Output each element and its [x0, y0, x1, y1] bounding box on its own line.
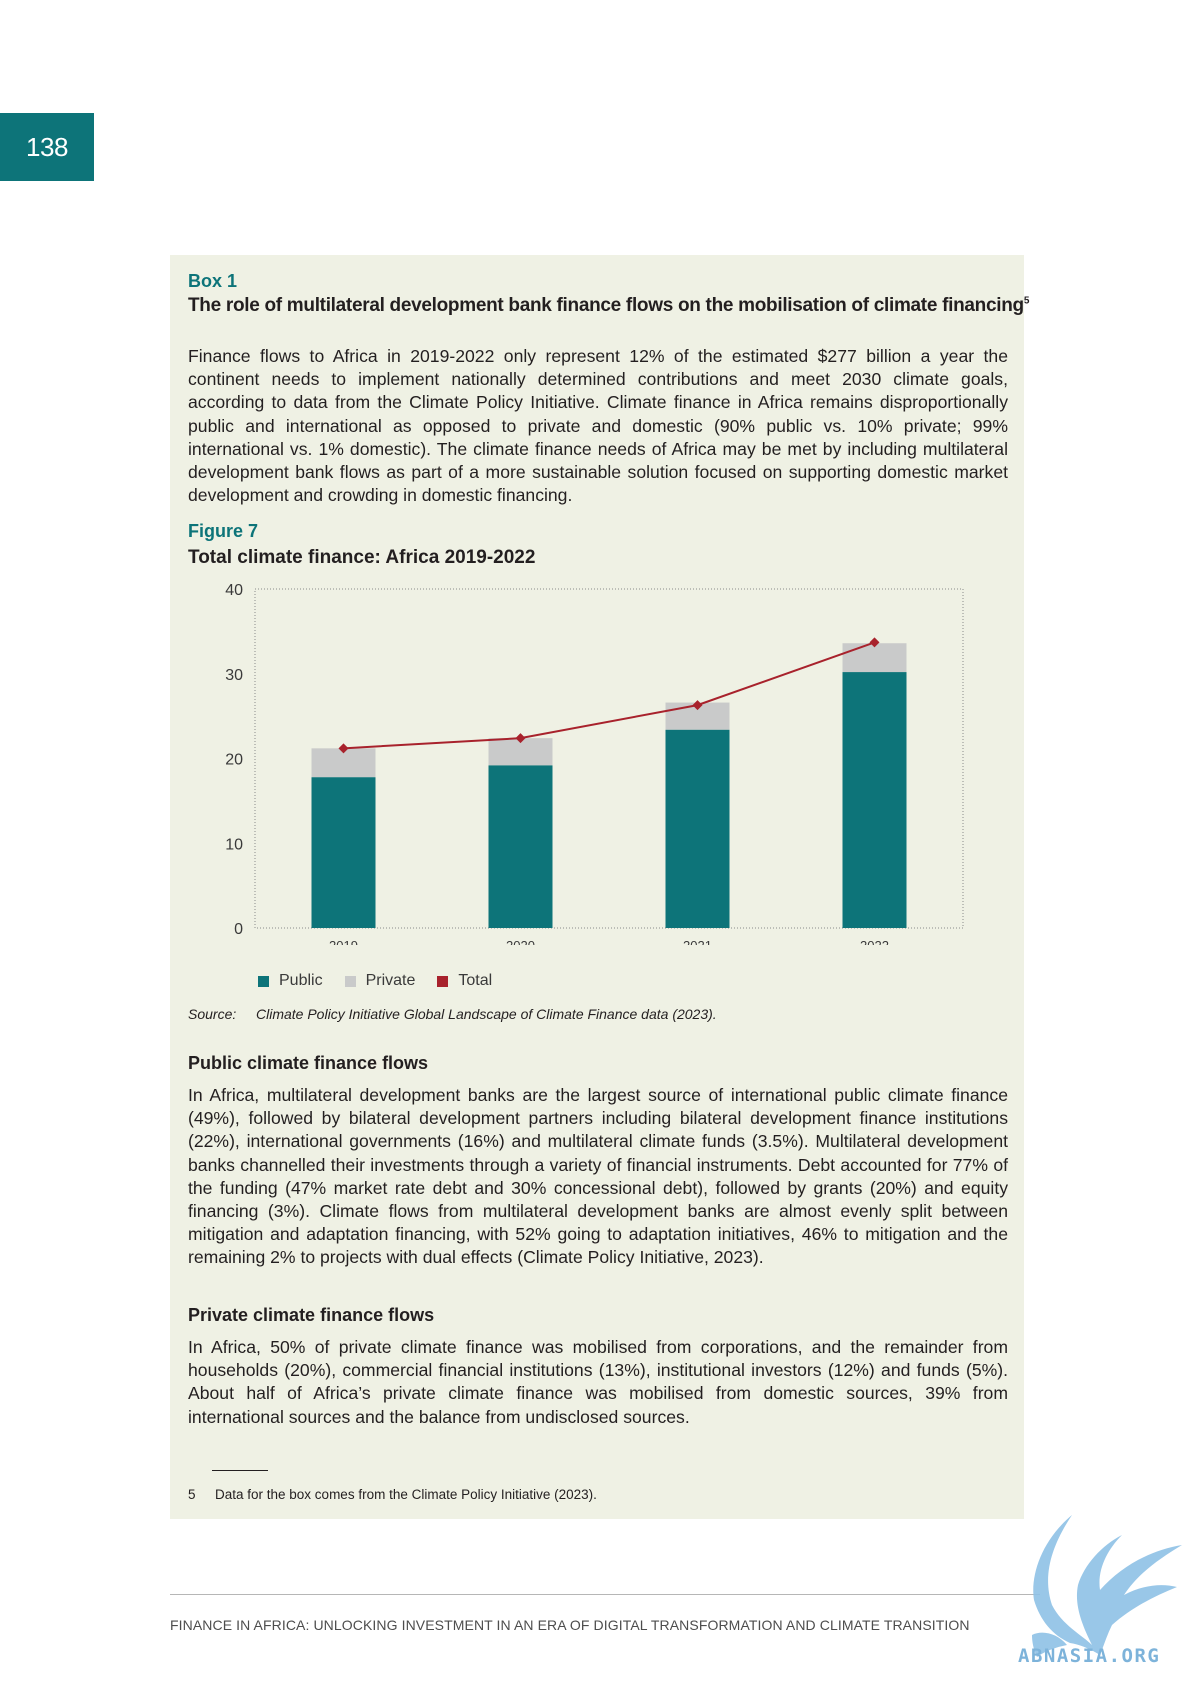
plot-frame — [254, 588, 964, 929]
box-1: Box 1 The role of multilateral developme… — [170, 255, 1029, 1519]
footnote-divider — [212, 1470, 268, 1471]
footer-divider — [170, 1594, 1040, 1595]
figure-title: Total climate finance: Africa 2019-2022 — [188, 547, 536, 568]
footnote-text: Data for the box comes from the Climate … — [215, 1487, 597, 1502]
box-title-text: The role of multilateral development ban… — [188, 295, 1024, 316]
legend-swatch-total — [437, 975, 449, 987]
y-tick-label: 40 — [225, 582, 243, 599]
legend-label-private: Private — [365, 972, 416, 989]
box-title-footnote-ref: 5 — [1023, 295, 1030, 307]
chart-legend: Public Private Total — [258, 972, 492, 990]
total-point-2019 — [338, 743, 349, 754]
footnote: 5 Data for the box comes from the Climate… — [188, 1487, 597, 1502]
bar-public-2020 — [488, 765, 553, 928]
box-label: Box 1 — [188, 271, 238, 291]
total-point-2020 — [515, 733, 526, 744]
y-tick-label: 30 — [225, 667, 243, 684]
section-heading-private: Private climate finance flows — [188, 1305, 435, 1325]
y-tick-label: 10 — [225, 836, 243, 853]
legend-item-private: Private — [344, 972, 416, 990]
section-body-private: In Africa, 50% of private climate financ… — [188, 1337, 1008, 1427]
figure-source: Source: Climate Policy Initiative Global … — [188, 1006, 717, 1022]
watermark-text: ABNASIA.ORG — [1018, 1645, 1161, 1667]
bar-public-2022 — [842, 672, 907, 928]
total-point-2021 — [692, 700, 703, 711]
source-text: Climate Policy Initiative Global Landsca… — [256, 1006, 717, 1022]
legend-item-public: Public — [258, 972, 323, 990]
y-tick-label: 0 — [234, 921, 243, 938]
legend-item-total: Total — [437, 972, 492, 990]
x-tick-label: 2022 — [860, 938, 889, 945]
chart-svg: 0 10 20 30 40 2019 2020 2021 2022 — [225, 582, 964, 945]
box-intro-paragraph: Finance flows to Africa in 2019-2022 onl… — [188, 346, 1008, 506]
box-title: The role of multilateral development ban… — [188, 295, 1029, 317]
legend-label-total: Total — [458, 972, 493, 989]
bar-public-2019 — [311, 777, 376, 928]
section-body-public: In Africa, multilateral development bank… — [188, 1085, 1008, 1268]
source-key: Source: — [188, 1006, 237, 1022]
bar-public-2021 — [665, 729, 730, 928]
x-tick-label: 2019 — [329, 938, 358, 945]
legend-label-public: Public — [279, 972, 323, 989]
total-point-2022 — [869, 637, 880, 648]
griffin-logo-icon — [1032, 1515, 1182, 1657]
x-tick-label: 2021 — [683, 938, 712, 945]
legend-swatch-private — [344, 975, 356, 987]
y-tick-label: 20 — [225, 752, 243, 769]
legend-swatch-public — [258, 975, 269, 987]
total-line — [343, 641, 875, 750]
bar-private-2022 — [842, 643, 907, 673]
x-tick-label: 2020 — [506, 938, 535, 945]
page-number: 138 — [26, 131, 68, 162]
footnote-number: 5 — [188, 1487, 196, 1502]
section-heading-public: Public climate finance flows — [188, 1053, 429, 1073]
figure-7-chart: 0 10 20 30 40 2019 2020 2021 2022 — [170, 575, 1024, 945]
figure-label: Figure 7 — [188, 521, 259, 541]
page-number-tab: 138 — [0, 113, 94, 181]
running-footer: FINANCE IN AFRICA: UNLOCKING INVESTMENT … — [170, 1617, 970, 1633]
